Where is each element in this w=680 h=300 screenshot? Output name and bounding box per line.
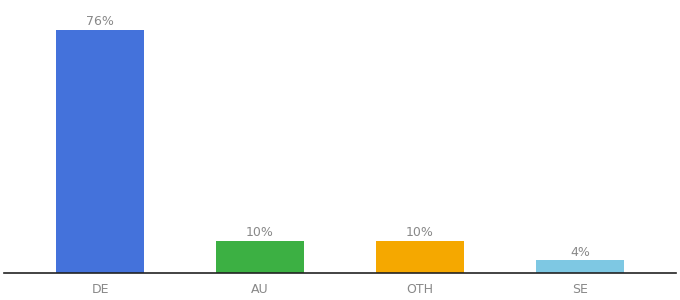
Text: 4%: 4% <box>570 246 590 259</box>
Text: 10%: 10% <box>406 226 434 239</box>
Bar <box>56 30 144 273</box>
Bar <box>536 260 624 273</box>
Bar <box>376 241 464 273</box>
Text: 10%: 10% <box>246 226 274 239</box>
Bar <box>216 241 304 273</box>
Text: 76%: 76% <box>86 15 114 28</box>
